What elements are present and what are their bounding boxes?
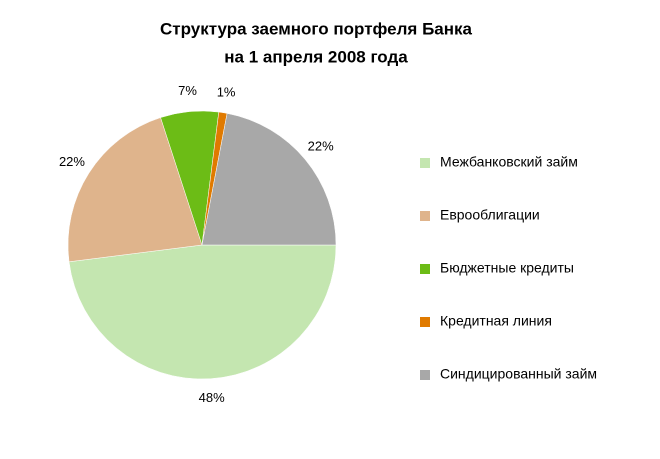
legend-swatch [420, 158, 430, 168]
legend-swatch [420, 264, 430, 274]
legend-label: Межбанковский займ [440, 154, 578, 170]
data-label: 22% [308, 138, 334, 153]
legend-swatch [420, 317, 430, 327]
pie-slice [67, 117, 203, 263]
legend-label: Еврооблигации [440, 207, 540, 223]
legend-label: Кредитная линия [440, 313, 552, 329]
data-label: 22% [59, 154, 85, 169]
data-label: 1% [217, 84, 236, 99]
legend-swatch [420, 211, 430, 221]
chart-title: на 1 апреля 2008 года [224, 47, 408, 66]
chart-title: Структура заемного портфеля Банка [160, 19, 473, 38]
legend-label: Синдицированный займ [440, 366, 597, 382]
legend-label: Бюджетные кредиты [440, 260, 574, 276]
legend-swatch [420, 370, 430, 380]
data-label: 48% [199, 390, 225, 405]
pie-slice [201, 113, 337, 246]
data-label: 7% [178, 83, 197, 98]
pie-slice [68, 244, 337, 380]
